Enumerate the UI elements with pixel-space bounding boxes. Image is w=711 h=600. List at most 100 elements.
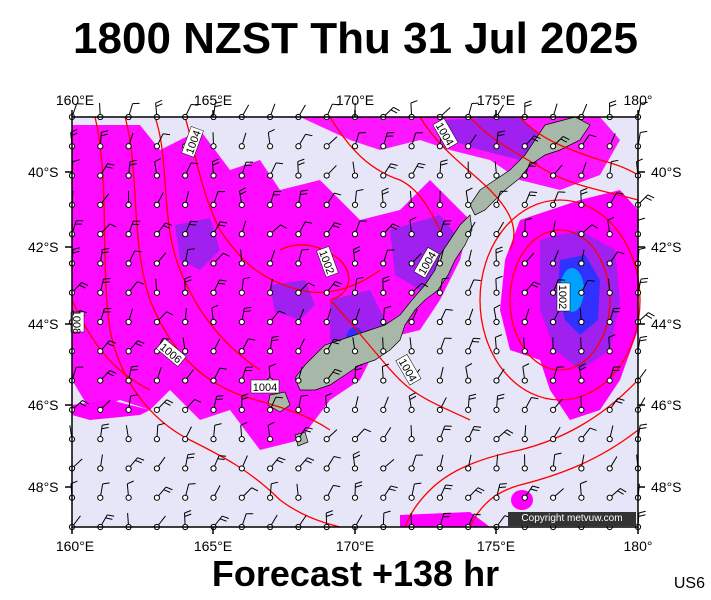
wind-barb-feather (617, 490, 624, 495)
wind-barb-feather (414, 482, 422, 485)
station-marker (521, 231, 528, 238)
wind-barb-feather (222, 515, 229, 519)
wind-barb-feather (278, 457, 286, 461)
station-marker (125, 260, 132, 267)
wind-barb-feather (107, 372, 115, 377)
wind-barb-feather (493, 304, 501, 309)
lon-label-bottom: 175°E (476, 538, 516, 554)
wind-barb-feather (495, 334, 503, 338)
wind-barb-feather (640, 335, 648, 338)
station-marker (493, 494, 500, 501)
station-marker (380, 231, 387, 238)
station-marker (125, 377, 132, 384)
station-marker (465, 289, 472, 296)
wind-barb-feather (135, 342, 143, 347)
station-marker (465, 201, 472, 208)
wind-barb-feather (325, 392, 333, 397)
wind-barb-feather (522, 363, 530, 368)
station-marker (97, 436, 104, 443)
wind-barb-feather (267, 421, 275, 426)
frame-ticks (65, 110, 645, 534)
wind-barb-feather (390, 226, 398, 230)
station-marker (408, 494, 415, 501)
station-marker (323, 348, 330, 355)
station-marker (267, 465, 274, 472)
wind-barb-feather (392, 223, 400, 228)
station-marker (493, 201, 500, 208)
lat-label-right: 42°S (651, 239, 682, 255)
wind-barb-feather (275, 396, 283, 399)
lon-label-top: 165°E (193, 92, 233, 108)
wind-barb-feather (219, 455, 227, 457)
wind-barb-feather (211, 304, 219, 309)
forecast-label: Forecast +138 hr (211, 553, 500, 594)
wind-barb-feather (106, 342, 114, 347)
station-marker (465, 406, 472, 413)
station-marker (210, 231, 217, 238)
wind-barb-feather (638, 510, 646, 514)
wind-barb-feather (639, 427, 647, 430)
station-marker (550, 377, 557, 384)
wind-barb-feather (300, 394, 309, 397)
wind-barb-feather (589, 134, 597, 138)
wind-barb-feather (589, 427, 597, 431)
station-marker (578, 465, 585, 472)
station-marker (408, 318, 415, 326)
wind-barb-feather (465, 187, 473, 192)
wind-barb-feather (137, 281, 144, 285)
station-marker (465, 465, 472, 472)
wind-barb-feather (619, 488, 627, 493)
wind-barb-feather (531, 284, 539, 288)
station-marker (578, 172, 585, 179)
station-marker (351, 318, 359, 326)
station-marker (210, 406, 217, 413)
wind-barb-feather (533, 281, 541, 285)
wind-barb-feather (364, 428, 372, 433)
wind-barb-feather (157, 422, 165, 426)
wind-barb-feather (187, 248, 195, 251)
station-marker (436, 260, 443, 267)
station-marker (493, 289, 500, 296)
station-marker (323, 318, 330, 326)
wind-barb-feather (166, 399, 174, 404)
wind-barb-feather (578, 363, 586, 368)
station-marker (97, 201, 104, 208)
wind-barb-feather (393, 106, 400, 112)
wind-barb-feather (269, 363, 276, 368)
station-marker (97, 318, 104, 326)
station-marker (97, 348, 104, 355)
station-marker (606, 377, 613, 384)
station-marker (380, 260, 387, 267)
station-marker (153, 289, 160, 296)
station-marker (436, 172, 443, 179)
wind-barb-feather (587, 279, 595, 282)
station-marker (550, 201, 557, 208)
station-marker (550, 436, 557, 443)
station-marker (153, 201, 160, 208)
wind-barb-feather (382, 279, 390, 283)
wind-barb-feather (248, 338, 256, 341)
wind-barb-feather (102, 423, 110, 426)
wind-barb-feather (638, 217, 646, 221)
station-marker (182, 348, 189, 355)
station-marker (210, 377, 217, 384)
station-marker (182, 289, 189, 296)
wind-barb-feather (137, 340, 145, 344)
station-marker (295, 318, 302, 326)
station-marker (182, 436, 189, 443)
station-marker (578, 348, 585, 355)
wind-barb-feather (608, 334, 616, 338)
station-marker (182, 494, 189, 501)
wind-barb-feather (332, 371, 340, 375)
station-marker (125, 143, 132, 150)
wind-barb-feather (609, 100, 617, 104)
wind-barb-feather (381, 187, 389, 192)
wind-barb-feather (497, 393, 505, 397)
wind-barb-feather (131, 365, 139, 368)
wind-barb-feather (640, 423, 648, 426)
station-marker (550, 289, 557, 296)
station-marker (408, 260, 415, 267)
wind-barb-feather (219, 367, 227, 370)
wind-barb-feather (497, 130, 505, 133)
